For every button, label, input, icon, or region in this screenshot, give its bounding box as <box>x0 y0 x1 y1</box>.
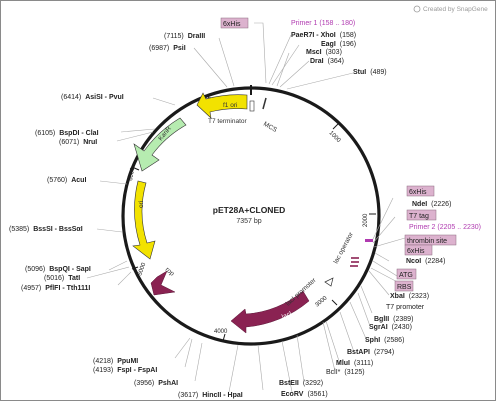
ori-label: ori <box>138 201 145 208</box>
f1-ori-label: f1 ori <box>223 102 237 109</box>
site-label: (4957) PflFI - Tth111I <box>21 285 90 292</box>
site-label: DraI (364) <box>310 58 344 65</box>
laci-label: lacI <box>281 310 293 321</box>
rbs-label: RBS <box>397 284 412 291</box>
sites-left: (7115) DraIII (6987) PsiI (6414) AsiSI - Pv… <box>9 33 205 387</box>
t7-terminator-label: T7 terminator <box>208 118 247 125</box>
site-label: (3956) PshAI <box>134 380 178 387</box>
site-label: (5760) AcuI <box>47 177 86 184</box>
tick-2000: 2000 <box>363 213 369 227</box>
site-label: PaeR7I - XhoI (158) <box>291 32 356 39</box>
laci-promoter-arrow <box>324 277 334 287</box>
rop-arrow <box>150 270 176 296</box>
site-label: (3617) HincII - HpaI <box>178 392 243 399</box>
rbs-box <box>394 280 414 292</box>
leader-lines-left <box>86 37 264 393</box>
sites-right: PaeR7I - XhoI (158) EagI (196) MscI (303) D… <box>279 32 451 398</box>
site-label: (6414) AsiSI - PvuI <box>61 94 124 101</box>
scale-ticks <box>131 94 376 342</box>
rop-label: rop <box>164 266 176 278</box>
site-label: EagI (196) <box>321 41 356 48</box>
tick-6000: 6000 <box>128 167 136 182</box>
site-label: BstAPI (2794) <box>347 349 394 356</box>
ori-arrow <box>132 180 156 260</box>
snapgene-watermark: Created by SnapGene <box>413 5 488 13</box>
primer-1-label: Primer 1 (158 .. 180) <box>291 20 355 27</box>
site-label: (5016) TatI <box>44 275 80 282</box>
lac-operator-marks <box>350 257 359 267</box>
6xhis-box-a <box>406 185 435 197</box>
site-label: EcoRV (3561) <box>281 391 328 398</box>
site-label: MscI (303) <box>306 49 342 56</box>
site-label: SphI (2586) <box>365 337 404 344</box>
primer-2-arrow <box>365 239 373 242</box>
t7tag-box <box>406 209 437 221</box>
site-label: (4218) PpuMI <box>93 358 138 365</box>
mcs-mark <box>262 97 267 110</box>
f1-ori-arrow <box>196 92 248 119</box>
t7tag-label: T7 tag <box>409 213 429 220</box>
site-label: SgrAI (2430) <box>369 324 412 331</box>
t7-promoter-label: T7 promoter <box>386 304 425 311</box>
site-label: (5096) BspQI - SapI <box>25 266 91 273</box>
laci-arrow <box>230 290 310 334</box>
6xhis-label-b: 6xHis <box>407 248 425 255</box>
tick-3000: 3000 <box>314 295 329 309</box>
kanr-arrow <box>133 117 187 172</box>
site-label: MluI (3111) <box>336 360 373 367</box>
atg-box <box>396 268 417 280</box>
site-label: (6105) BspDI - ClaI <box>35 130 99 137</box>
6xhis-label-top: 6xHis <box>223 21 241 28</box>
site-label: StuI (489) <box>353 69 387 76</box>
site-label: BclI* (3125) <box>326 369 365 376</box>
atg-label: ATG <box>399 272 413 279</box>
thrombin-label: thrombin site <box>407 238 447 245</box>
site-label: BstEII (3292) <box>279 380 323 387</box>
leader-lines-right <box>254 22 406 393</box>
site-label: (4193) FspI - FspAI <box>93 367 157 374</box>
6xhis-box-b <box>404 244 433 256</box>
tick-5000: 5000 <box>137 261 147 276</box>
site-label: BglII (2389) <box>374 316 413 323</box>
primer-2-label: Primer 2 (2205 .. 2230) <box>409 224 481 231</box>
site-label: NcoI (2284) <box>406 258 445 265</box>
plasmid-backbone <box>121 86 381 346</box>
tick-4000: 4000 <box>214 329 228 335</box>
plasmid-name: pET28A+CLONED <box>213 205 286 215</box>
site-label: (7115) DraIII <box>164 33 205 40</box>
tick-1000: 1000 <box>328 130 342 144</box>
site-label: NdeI (2226) <box>412 201 451 208</box>
6xhis-box-top <box>220 17 249 29</box>
site-label: (5385) BssSI - BssSαI <box>9 226 83 233</box>
lac-operator-label: lac operator <box>333 231 356 265</box>
site-label: (6987) PsiI <box>149 45 186 52</box>
mcs-label: MCS <box>262 121 279 135</box>
6xhis-label-a: 6xHis <box>409 189 427 196</box>
t7-terminator-mark <box>249 100 255 112</box>
site-label: (6071) NruI <box>59 139 97 146</box>
watermark-text: Created by SnapGene <box>423 6 488 13</box>
plasmid-size: 7357 bp <box>236 218 261 225</box>
site-label: XbaI (2323) <box>390 293 429 300</box>
